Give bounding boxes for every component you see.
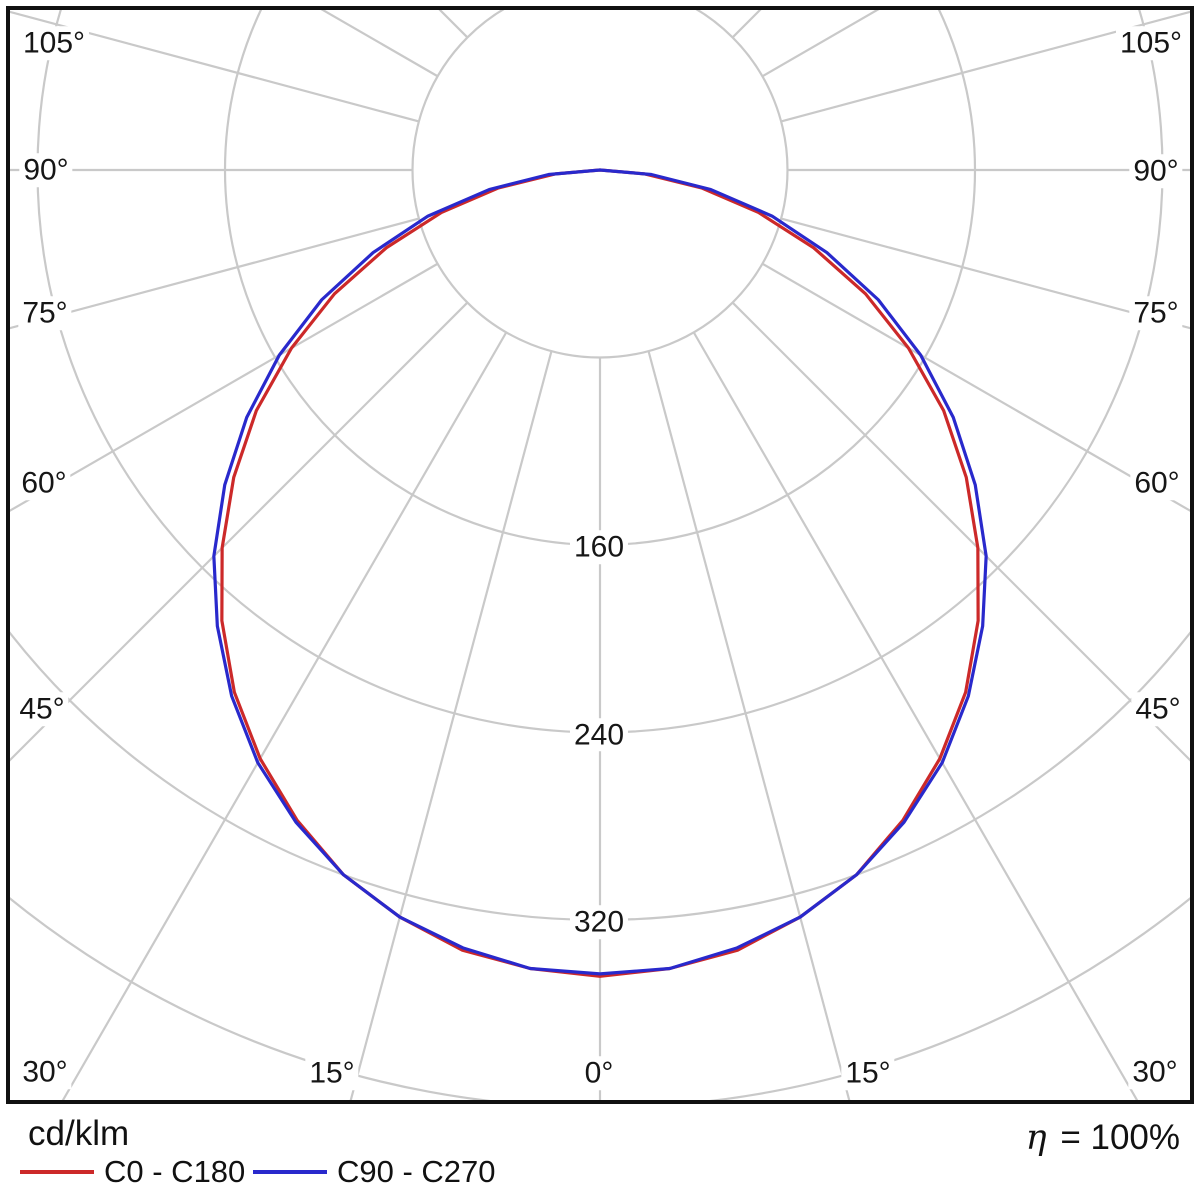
grid-spoke-60 [761, 262, 1192, 514]
angle-label: 15° [305, 1056, 359, 1090]
legend-label-c0-c180: C0 - C180 [104, 1154, 246, 1189]
grid-spoke-30 [692, 331, 1140, 1102]
plot-border [6, 6, 1194, 1104]
angle-label: 0° [580, 1056, 618, 1090]
grid-spoke-255 [8, 10, 420, 123]
curve-c0-c180 [220, 168, 980, 978]
radial-value-label: 240 [569, 717, 629, 752]
grid-spoke-300 [8, 262, 439, 514]
efficiency-label: η = 100% [1026, 1118, 1180, 1158]
grid-spoke-285 [8, 217, 420, 330]
legend-item-c90-c270: C90 - C270 [253, 1154, 496, 1189]
intensity-curves [212, 168, 988, 978]
grid-spoke-15 [647, 350, 851, 1102]
angle-label: 105° [18, 26, 90, 60]
grid-spoke-345 [349, 350, 553, 1102]
angle-label: 60° [17, 466, 71, 500]
grid-circle-80 [411, 8, 789, 359]
angle-label: 90° [1129, 154, 1183, 188]
grid-spoke-330 [60, 331, 508, 1102]
angle-label: 15° [841, 1056, 895, 1090]
curve-c90-c270 [212, 168, 988, 976]
angle-label: 30° [18, 1055, 72, 1089]
angle-label: 30° [1128, 1055, 1182, 1089]
angle-label: 45° [1131, 692, 1185, 726]
grid-spoke-105 [780, 10, 1192, 123]
legend-label-c90-c270: C90 - C270 [337, 1154, 496, 1189]
legend-line-blue [253, 1170, 327, 1174]
eta-symbol: η [1025, 1118, 1047, 1158]
angle-label: 90° [19, 153, 73, 187]
units-label: cd/klm [28, 1114, 130, 1153]
eta-value: = 100% [1050, 1118, 1180, 1157]
grid-spoke-75 [780, 217, 1192, 330]
angle-label: 105° [1115, 26, 1187, 60]
grid-spoke-315 [8, 301, 469, 764]
angle-label: 75° [1129, 296, 1183, 330]
grid-spoke-45 [731, 301, 1192, 764]
legend-item-c0-c180: C0 - C180 [20, 1154, 246, 1189]
radial-value-label: 160 [569, 530, 629, 564]
radial-value-label: 320 [569, 905, 629, 939]
angle-label: 75° [18, 296, 72, 330]
angle-label: 60° [1130, 466, 1184, 500]
legend-line-red [20, 1170, 94, 1174]
angle-label: 45° [15, 692, 69, 726]
